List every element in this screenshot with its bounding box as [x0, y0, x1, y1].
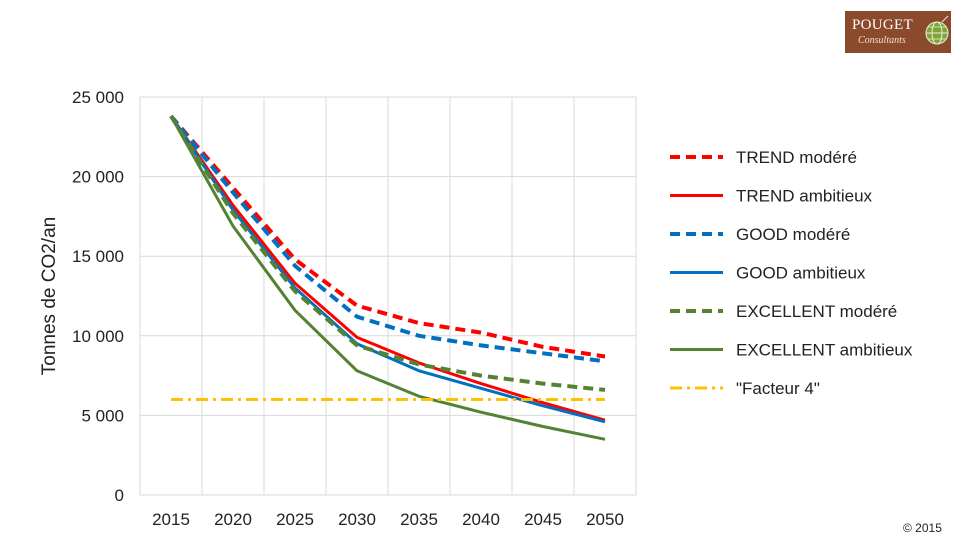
- legend-label-5: EXCELLENT modéré: [736, 302, 897, 321]
- x-tick-label: 2025: [276, 510, 314, 529]
- company-logo: POUGET Consultants: [845, 11, 951, 53]
- x-tick-label: 2050: [586, 510, 624, 529]
- logo-name: POUGET: [852, 17, 913, 33]
- logo-subtitle: Consultants: [858, 35, 906, 46]
- x-tick-label: 2015: [152, 510, 190, 529]
- x-tick-label: 2030: [338, 510, 376, 529]
- legend-label-6: EXCELLENT ambitieux: [736, 341, 913, 360]
- legend-label-4: GOOD ambitieux: [736, 264, 866, 283]
- series-line-3: [169, 114, 606, 364]
- y-tick-label: 10 000: [72, 327, 124, 346]
- chart-series: [169, 114, 606, 441]
- copyright-notice: © 2015: [903, 521, 942, 535]
- x-tick-label: 2040: [462, 510, 500, 529]
- chart-axes: 0 5 000 10 000 15 000 20 000 25 000 2015 2020 20…: [72, 88, 624, 529]
- y-axis-label: Tonnes de CO2/an: [39, 217, 60, 375]
- y-tick-label: 20 000: [72, 168, 124, 187]
- series-line-5: [169, 115, 606, 392]
- x-tick-label: 2035: [400, 510, 438, 529]
- y-tick-label: 15 000: [72, 247, 124, 266]
- series-line-6: [169, 115, 606, 441]
- legend-label-1: TREND modéré: [736, 148, 857, 167]
- y-tick-label: 0: [115, 486, 124, 505]
- y-tick-label: 25 000: [72, 88, 124, 107]
- legend-label-3: GOOD modéré: [736, 225, 850, 244]
- y-tick-label: 5 000: [81, 406, 124, 425]
- legend-label-2: TREND ambitieux: [736, 187, 873, 206]
- legend-label-7: "Facteur 4": [736, 379, 820, 398]
- globe-icon: [925, 15, 949, 45]
- x-tick-label: 2045: [524, 510, 562, 529]
- chart-legend: TREND modéré TREND ambitieux GOOD modéré GO…: [670, 148, 913, 398]
- chart-grid: [139, 96, 637, 496]
- x-tick-label: 2020: [214, 510, 252, 529]
